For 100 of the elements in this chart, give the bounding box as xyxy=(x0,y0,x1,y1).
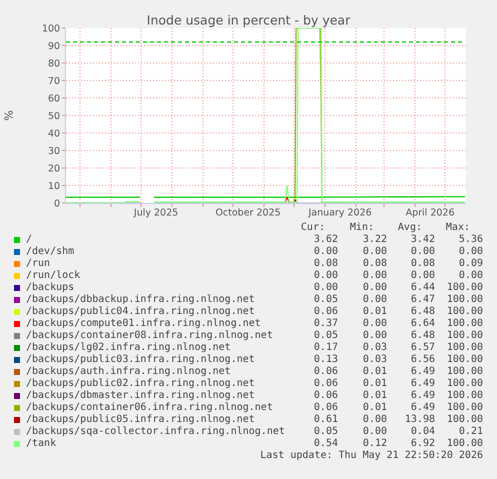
text: 6.48 xyxy=(410,306,435,318)
text: Cur: xyxy=(300,222,325,234)
text: 0.37 xyxy=(314,318,338,330)
legend-label: /backups/dbbackup.infra.ring.nlnog.net xyxy=(26,294,255,306)
legend-label: /backups/public04.infra.ring.nlnog.net xyxy=(26,306,255,318)
text: 100.00 xyxy=(446,366,483,378)
text: 100.00 xyxy=(446,378,483,390)
text: 6.64 xyxy=(410,318,435,330)
legend-label: /run/lock xyxy=(26,270,80,282)
text: 0.05 xyxy=(314,294,338,306)
text: 0.09 xyxy=(458,258,483,270)
text: 100.00 xyxy=(446,294,483,306)
text: 0.00 xyxy=(458,270,483,282)
text: 6.56 xyxy=(410,354,435,366)
text: 0.00 xyxy=(362,246,387,258)
text: 6.92 xyxy=(410,438,435,450)
y-tick-label: 40 xyxy=(48,128,60,140)
legend-label: /backups/dbmaster.infra.ring.nlnog.net xyxy=(26,390,255,402)
legend-label: /backups/public02.infra.ring.nlnog.net xyxy=(26,378,255,390)
legend-label: /backups/public05.infra.ring.nlnog.net xyxy=(26,414,255,426)
x-tick-label: April 2026 xyxy=(406,207,455,218)
text: 13.98 xyxy=(404,414,435,426)
text: 100.00 xyxy=(446,438,483,450)
text: 0.06 xyxy=(314,306,338,318)
text: 6.47 xyxy=(410,294,435,306)
y-tick-label: 0 xyxy=(54,198,60,210)
text: 0.01 xyxy=(362,366,387,378)
legend-label: /dev/shm xyxy=(26,246,74,258)
text: 0.00 xyxy=(362,318,387,330)
text: 6.49 xyxy=(410,378,435,390)
text: 0.00 xyxy=(314,270,338,282)
text: 0.01 xyxy=(362,390,387,402)
text: 0.00 xyxy=(458,246,483,258)
text: 6.49 xyxy=(410,402,435,414)
legend-label: /tank xyxy=(26,438,56,450)
text: 100.00 xyxy=(446,282,483,294)
y-tick-label: 80 xyxy=(48,58,60,70)
text: 100.00 xyxy=(446,414,483,426)
text: 100.00 xyxy=(446,342,483,354)
text: 0.21 xyxy=(458,426,483,438)
text: 100.00 xyxy=(446,306,483,318)
text: 0.13 xyxy=(314,354,338,366)
y-tick-label: 30 xyxy=(48,146,60,157)
text: 0.00 xyxy=(362,330,387,342)
text: 0.03 xyxy=(362,354,387,366)
y-tick-label: 10 xyxy=(48,180,60,192)
text: 0.00 xyxy=(362,282,387,294)
text: 0.06 xyxy=(314,402,338,414)
text: Min: xyxy=(350,222,374,234)
y-axis-title: % xyxy=(2,110,16,121)
text: 0.06 xyxy=(314,378,338,390)
text: 0.00 xyxy=(362,270,387,282)
text: 6.48 xyxy=(410,330,435,342)
y-tick-label: 50 xyxy=(48,110,60,122)
text: 0.01 xyxy=(362,306,387,318)
text: 0.01 xyxy=(362,402,387,414)
text: 0.03 xyxy=(362,342,387,354)
legend-label: /backups xyxy=(26,282,74,294)
legend-label: /backups/sqa-collector.infra.ring.nlnog.net xyxy=(26,426,285,438)
text: 0.00 xyxy=(362,426,387,438)
legend-label: /backups/public03.infra.ring.nlnog.net xyxy=(26,354,255,366)
text: 6.49 xyxy=(410,390,435,402)
text: 0.05 xyxy=(314,330,338,342)
text: 100.00 xyxy=(446,318,483,330)
y-tick-label: 70 xyxy=(48,76,60,87)
text: 3.22 xyxy=(362,234,387,246)
text: 0.00 xyxy=(314,246,338,258)
text: 0.54 xyxy=(314,438,338,450)
x-tick-label: January 2026 xyxy=(307,207,372,218)
text: 0.61 xyxy=(314,414,338,426)
text: 0.00 xyxy=(410,270,435,282)
text: 0.08 xyxy=(362,258,387,270)
text: 100.00 xyxy=(446,354,483,366)
text: 0.00 xyxy=(410,246,435,258)
text: 100.00 xyxy=(446,402,483,414)
legend-label: /backups/lg02.infra.ring.nlnog.net xyxy=(26,342,231,354)
legend-label: / xyxy=(26,234,32,246)
chart-title: Inode usage in percent - by year xyxy=(146,12,352,28)
text: 0.08 xyxy=(410,258,435,270)
text: 100.00 xyxy=(446,390,483,402)
text: 3.42 xyxy=(410,234,435,246)
y-tick-label: 100 xyxy=(42,23,60,34)
y-tick-label: 90 xyxy=(48,40,60,52)
text: Last update: Thu May 21 22:50:20 2026 xyxy=(260,450,483,462)
text: 0.17 xyxy=(314,342,338,354)
legend-label: /backups/container06.infra.ring.nlnog.net xyxy=(26,402,273,414)
text: 0.08 xyxy=(314,258,338,270)
text: Avg: xyxy=(398,222,422,234)
legend-label: /backups/compute01.infra.ring.nlnog.net xyxy=(26,318,261,330)
x-tick-label: July 2025 xyxy=(132,207,178,218)
legend-label: /run xyxy=(26,258,50,270)
text: 100.00 xyxy=(446,330,483,342)
text: 0.06 xyxy=(314,390,338,402)
y-tick-label: 60 xyxy=(48,93,60,104)
text: 6.57 xyxy=(410,342,435,354)
text: 0.00 xyxy=(314,282,338,294)
text: 0.05 xyxy=(314,426,338,438)
text: 3.62 xyxy=(314,234,338,246)
text: 0.01 xyxy=(362,378,387,390)
text: 0.00 xyxy=(362,294,387,306)
